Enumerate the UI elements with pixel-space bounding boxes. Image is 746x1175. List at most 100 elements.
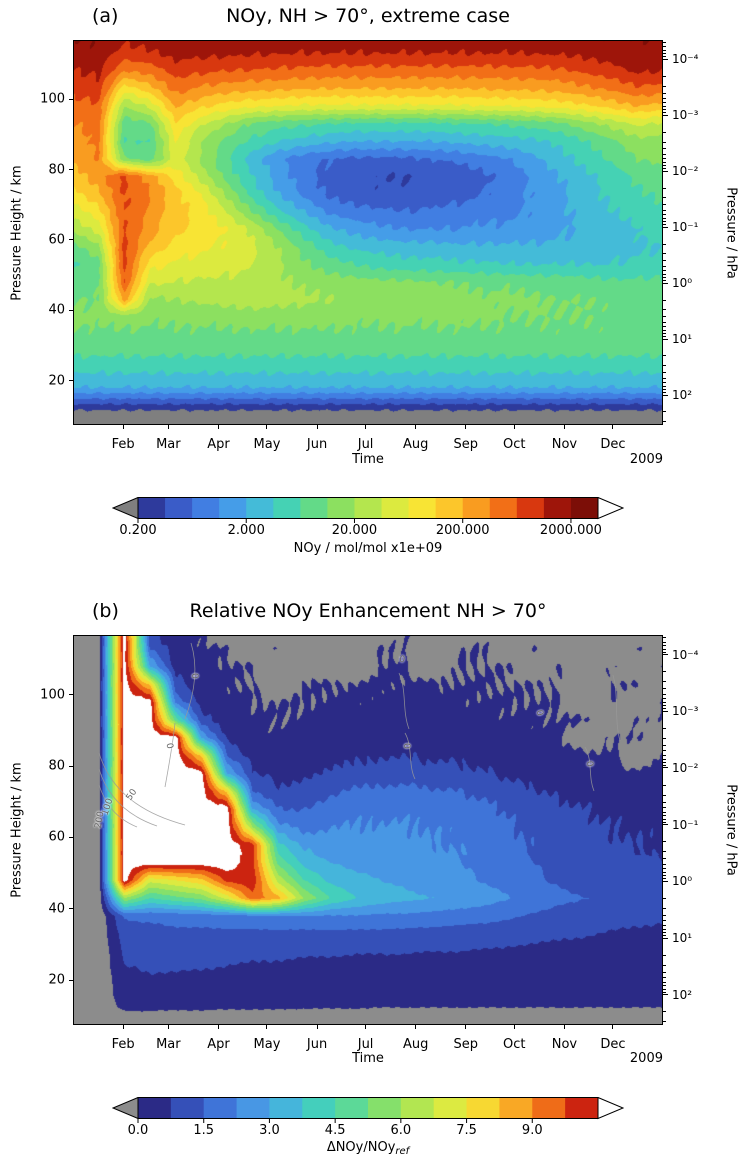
y-minor-tick-right bbox=[663, 637, 666, 639]
panel-b-tag: (b) bbox=[92, 600, 119, 622]
x-tick-label: Apr bbox=[207, 1037, 230, 1052]
x-tick-label: Dec bbox=[600, 437, 626, 452]
y-minor-tick-right bbox=[663, 737, 666, 739]
y-minor-tick-right bbox=[663, 326, 666, 328]
y-tick-right-label: 10¹ bbox=[672, 332, 693, 347]
y-minor-tick-right bbox=[663, 42, 666, 43]
y-tick-right bbox=[663, 338, 668, 340]
y-minor-tick-right bbox=[663, 102, 666, 104]
colorbar-tick-label: 3.0 bbox=[259, 1123, 280, 1138]
y-tick-right-label: 10⁻⁴ bbox=[672, 52, 699, 67]
y-minor-tick-right bbox=[663, 964, 666, 966]
panel-a-colorbar-title: NOy / mol/mol x1e+09 bbox=[293, 541, 443, 556]
panel-b-colorbar-title-main: ΔNOy/NOy bbox=[326, 1140, 396, 1155]
x-tick bbox=[122, 1025, 124, 1029]
y-minor-tick-right bbox=[663, 671, 666, 673]
colorbar-over-arrow bbox=[597, 1096, 625, 1120]
y-minor-tick-right bbox=[663, 411, 666, 413]
x-tick bbox=[513, 1025, 515, 1029]
y-minor-tick-right bbox=[663, 309, 666, 311]
y-minor-tick-right bbox=[663, 758, 666, 760]
x-tick bbox=[217, 1025, 219, 1029]
y-minor-tick-right bbox=[663, 897, 666, 899]
y-minor-tick-right bbox=[663, 977, 666, 979]
colorbar-tick-label: 0.200 bbox=[119, 523, 157, 538]
y-tick-left-label: 100 bbox=[40, 687, 65, 703]
y-minor-tick-right bbox=[663, 988, 666, 990]
x-tick bbox=[316, 425, 318, 429]
y-minor-tick-right bbox=[663, 932, 666, 934]
y-minor-tick-right bbox=[663, 841, 666, 843]
y-minor-tick-right bbox=[663, 1021, 666, 1023]
panel-b-heatmap bbox=[73, 635, 663, 1025]
y-minor-tick-right bbox=[663, 392, 666, 394]
y-tick-left-label: 40 bbox=[48, 302, 65, 318]
y-tick-right-label: 10¹ bbox=[672, 931, 693, 946]
colorbar-tick-label: 9.0 bbox=[521, 1123, 543, 1138]
y-tick-right bbox=[663, 654, 668, 656]
y-minor-tick-right bbox=[663, 260, 666, 262]
y-minor-tick-right bbox=[663, 131, 666, 133]
y-minor-tick-right bbox=[663, 218, 666, 220]
y-minor-tick-right bbox=[663, 863, 666, 865]
y-minor-tick-right bbox=[663, 821, 666, 823]
x-tick-label: May bbox=[253, 437, 281, 452]
y-minor-tick-right bbox=[663, 981, 666, 983]
y-minor-tick-right bbox=[663, 204, 666, 206]
y-tick-left-label: 60 bbox=[48, 829, 65, 845]
y-minor-tick-right bbox=[663, 875, 666, 877]
y-minor-tick-right bbox=[663, 333, 666, 335]
y-tick-right bbox=[663, 170, 668, 172]
y-tick-right-label: 10⁻³ bbox=[672, 108, 699, 123]
panel-b-colorbar bbox=[111, 1096, 625, 1125]
y-tick-left bbox=[69, 169, 73, 170]
y-minor-tick-right bbox=[663, 705, 666, 707]
x-tick-label: Mar bbox=[156, 437, 181, 452]
y-minor-tick-right bbox=[663, 1011, 666, 1013]
panel-a-title: NOy, NH > 70°, extreme case bbox=[226, 5, 510, 27]
y-minor-tick-right bbox=[663, 811, 666, 813]
y-minor-tick-right bbox=[663, 985, 666, 987]
y-tick-left bbox=[69, 239, 73, 241]
y-minor-tick-right bbox=[663, 872, 666, 874]
y-minor-tick-right bbox=[663, 878, 666, 880]
contour-label: 0 bbox=[401, 742, 412, 750]
y-minor-tick-right bbox=[663, 197, 666, 199]
y-minor-tick-right bbox=[663, 165, 666, 167]
y-tick-left-label: 80 bbox=[48, 162, 65, 177]
panel-b-colorbar-title-sub: ref bbox=[395, 1146, 410, 1157]
y-minor-tick-right bbox=[663, 764, 666, 766]
y-minor-tick-right bbox=[663, 421, 666, 423]
y-minor-tick-right bbox=[663, 907, 666, 909]
x-tick-label: Oct bbox=[503, 1037, 526, 1052]
y-minor-tick-right bbox=[663, 924, 666, 926]
x-tick-label: Dec bbox=[600, 1037, 626, 1052]
panel-b-colorbar-title: ΔNOy/NOyref bbox=[73, 1140, 663, 1157]
x-tick bbox=[266, 425, 268, 429]
y-tick-left-label: 80 bbox=[48, 758, 65, 774]
y-minor-tick-right bbox=[663, 280, 666, 282]
y-minor-tick-right bbox=[663, 221, 666, 223]
y-minor-tick-right bbox=[663, 355, 666, 357]
y-tick-left-label: 100 bbox=[40, 91, 65, 107]
y-minor-tick-right bbox=[663, 858, 666, 860]
y-minor-tick-right bbox=[663, 651, 666, 653]
x-tick-label: Apr bbox=[207, 437, 230, 452]
y-tick-right-label: 10⁻¹ bbox=[672, 220, 699, 235]
y-minor-tick-right bbox=[663, 754, 666, 756]
x-tick-label: Jul bbox=[357, 437, 374, 452]
y-tick-right-label: 10⁻² bbox=[672, 760, 699, 775]
y-minor-tick-right bbox=[663, 148, 666, 150]
colorbar-tick-label: 6.0 bbox=[390, 1123, 412, 1138]
y-tick-left-label: 60 bbox=[48, 232, 65, 248]
y-minor-tick-right bbox=[663, 158, 666, 160]
y-minor-tick-right bbox=[663, 934, 666, 936]
y-tick-right-label: 10⁻⁴ bbox=[672, 647, 699, 662]
y-minor-tick-right bbox=[663, 693, 666, 695]
x-tick bbox=[612, 425, 614, 429]
x-tick-label: Feb bbox=[111, 437, 135, 452]
y-tick-right bbox=[663, 880, 668, 882]
x-tick-label: Feb bbox=[111, 1037, 135, 1052]
y-minor-tick-right bbox=[663, 698, 666, 700]
